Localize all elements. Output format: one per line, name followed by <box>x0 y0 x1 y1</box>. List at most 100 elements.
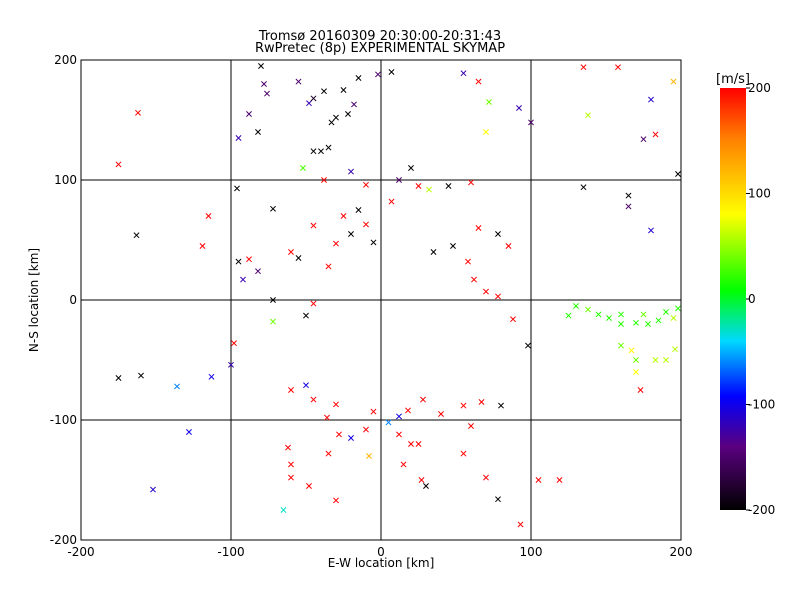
data-point-x <box>400 461 407 468</box>
data-point-x <box>478 399 485 405</box>
colorbar-ticks: -200 -100 0 100 200 <box>746 81 775 517</box>
data-point-x <box>205 213 212 219</box>
y-axis-label: N-S location [km] <box>27 248 41 352</box>
data-point-x <box>321 177 327 183</box>
y-tick-label: 0 <box>69 293 77 307</box>
data-point-x <box>465 258 471 265</box>
data-point-x <box>306 483 312 489</box>
data-point-x <box>288 387 294 393</box>
data-point-x <box>288 249 294 255</box>
data-point-x <box>430 249 437 255</box>
data-point-x <box>625 203 632 210</box>
y-tick-label: 100 <box>54 173 77 187</box>
data-point-x <box>438 411 444 417</box>
colorbar-tick-label: -200 <box>748 503 775 517</box>
data-point-x <box>310 222 317 229</box>
data-point-x <box>525 342 531 349</box>
data-point-x <box>580 64 587 71</box>
data-point-x <box>261 81 267 87</box>
data-point-x <box>370 408 377 415</box>
data-point-x <box>246 111 252 117</box>
data-point-x <box>115 161 122 168</box>
data-point-x <box>675 305 681 312</box>
data-point-x <box>355 207 362 213</box>
data-point-x <box>618 321 624 327</box>
data-point-x <box>370 239 377 246</box>
colorbar <box>720 88 746 510</box>
data-point-x <box>300 165 306 171</box>
data-point-x <box>495 293 501 300</box>
data-point-x <box>270 205 276 212</box>
data-point-x <box>325 450 332 457</box>
data-point-x <box>255 268 261 275</box>
data-point-x <box>573 303 579 309</box>
data-point-x <box>528 119 534 126</box>
data-point-x <box>235 135 242 141</box>
data-point-x <box>240 276 246 283</box>
data-point-x <box>495 231 501 237</box>
data-point-x <box>483 288 489 295</box>
grid-lines <box>81 60 681 540</box>
data-point-x <box>264 90 270 97</box>
data-point-x <box>396 413 402 420</box>
data-point-x <box>115 375 122 381</box>
data-point-x <box>174 383 180 390</box>
data-point-x <box>325 144 332 151</box>
data-point-x <box>505 243 512 249</box>
data-point-x <box>606 315 612 321</box>
data-point-x <box>675 171 681 177</box>
data-point-x <box>348 231 354 237</box>
data-point-x <box>475 225 482 231</box>
data-point-x <box>351 101 357 108</box>
data-point-x <box>408 165 414 171</box>
data-point-x <box>340 213 347 219</box>
data-point-x <box>208 373 215 380</box>
data-point-x <box>255 129 261 135</box>
data-point-x <box>310 148 317 155</box>
data-point-x <box>517 521 524 528</box>
data-point-x <box>270 297 276 303</box>
data-point-x <box>670 315 677 321</box>
data-point-x <box>345 111 351 117</box>
data-point-x <box>648 227 654 234</box>
data-point-x <box>333 240 339 247</box>
data-point-x <box>618 311 624 318</box>
data-point-x <box>640 136 647 143</box>
data-point-x <box>408 441 414 447</box>
data-point-x <box>295 255 302 261</box>
data-point-x <box>333 497 339 504</box>
chart-subtitle: RwPretec (8p) EXPERIMENTAL SKYMAP <box>255 41 505 56</box>
data-point-x <box>228 361 234 368</box>
data-point-x <box>655 317 662 324</box>
data-point-x <box>670 78 677 85</box>
data-point-x <box>460 70 467 77</box>
data-point-x <box>310 95 317 102</box>
data-point-x <box>565 312 572 319</box>
data-point-x <box>486 99 492 105</box>
data-point-x <box>633 319 639 326</box>
colorbar-tick-label: 100 <box>748 187 771 201</box>
data-point-x <box>324 414 330 421</box>
data-point-x <box>235 258 242 265</box>
data-point-x <box>138 372 144 379</box>
data-point-x <box>231 340 237 347</box>
data-point-x <box>385 419 392 426</box>
colorbar-tick-label: 200 <box>748 81 771 95</box>
data-point-x <box>388 198 395 205</box>
data-point-x <box>366 453 372 459</box>
data-point-x <box>498 402 504 409</box>
data-point-x <box>460 402 467 409</box>
y-tick-label: -200 <box>50 533 77 547</box>
data-point-x <box>445 183 452 189</box>
colorbar-tick-label: 0 <box>748 292 756 306</box>
data-point-x <box>652 357 659 363</box>
data-points <box>115 63 681 528</box>
data-point-x <box>280 507 287 513</box>
data-point-x <box>150 486 156 493</box>
data-point-x <box>516 105 522 111</box>
data-point-x <box>420 396 426 403</box>
data-point-x <box>468 179 474 186</box>
data-point-x <box>618 342 624 349</box>
data-point-x <box>652 131 659 138</box>
